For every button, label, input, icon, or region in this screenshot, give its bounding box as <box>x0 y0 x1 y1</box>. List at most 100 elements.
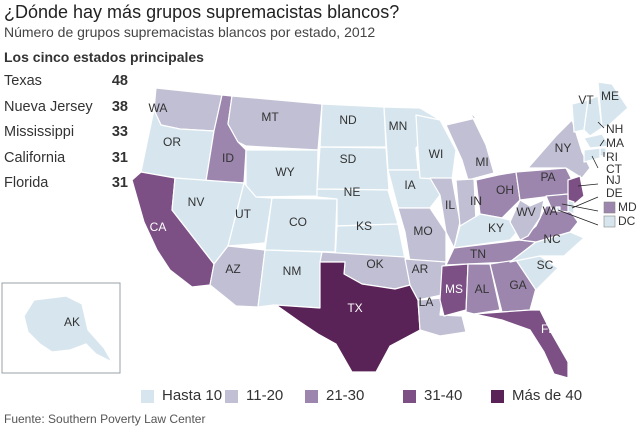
top-state-row: Florida 31 <box>4 175 128 201</box>
state-nh <box>583 95 603 137</box>
state-label-ct: CT <box>606 162 623 176</box>
state-label-mi: MI <box>475 155 488 169</box>
state-label-az: AZ <box>225 262 240 276</box>
state-ms <box>439 263 469 317</box>
top-states-list: Texas 48 Nueva Jersey 38 Mississippi 33 … <box>4 73 128 201</box>
top-state-name: Texas <box>4 73 42 89</box>
state-md <box>545 193 569 213</box>
state-label-fl: FL <box>541 322 555 336</box>
top-state-count: 31 <box>111 175 128 191</box>
top-state-name: Florida <box>4 175 49 191</box>
legend-swatch <box>490 389 505 404</box>
state-me <box>597 81 629 129</box>
state-label-wa: WA <box>149 101 168 115</box>
state-label-nm: NM <box>283 264 302 278</box>
state-label-sc: SC <box>537 258 554 272</box>
leader-ma <box>599 139 605 147</box>
state-label-pa: PA <box>540 170 555 184</box>
state-label-al: AL <box>475 282 490 296</box>
leader-de <box>571 196 599 209</box>
state-label-il: IL <box>445 198 455 212</box>
callout-leaders <box>557 121 605 226</box>
state-label-wy: WY <box>275 165 294 179</box>
state-tx <box>275 261 421 373</box>
source-note: Fuente: Southern Poverty Law Center <box>4 412 206 426</box>
state-label-ia: IA <box>404 178 415 192</box>
state-label-wi: WI <box>429 147 444 161</box>
state-label-ks: KS <box>356 219 372 233</box>
top-state-count: 31 <box>111 149 128 166</box>
state-label-mn: MN <box>389 119 408 133</box>
state-label-ak: AK <box>64 315 80 329</box>
top-state-name: Mississippi <box>4 124 75 140</box>
state-label-nj: NJ <box>606 173 621 187</box>
state-ar <box>404 258 447 301</box>
state-label-nc: NC <box>543 232 561 246</box>
alaska-inset <box>1 282 121 374</box>
state-label-ca: CA <box>150 220 167 234</box>
legend-swatch <box>140 389 155 404</box>
state-label-tx: TX <box>347 301 362 315</box>
state-label-ok: OK <box>366 257 383 271</box>
legend: Hasta 10 11-20 21-30 31-40 Más de 40 <box>140 386 640 406</box>
state-label-ky: KY <box>488 221 504 235</box>
state-ma <box>583 133 611 149</box>
state-mi <box>445 111 495 181</box>
state-label-dc: DC <box>618 214 636 228</box>
state-nm <box>257 249 323 309</box>
legend-label: 31-40 <box>424 387 463 404</box>
state-label-mo: MO <box>413 224 432 238</box>
legend-label: Más de 40 <box>512 387 583 404</box>
state-label-ne: NE <box>344 185 361 199</box>
state-label-ms: MS <box>445 282 463 296</box>
leader-ct <box>591 155 599 169</box>
state-label-nd: ND <box>339 113 357 127</box>
state-label-in: IN <box>470 194 482 208</box>
state-label-ut: UT <box>235 207 252 221</box>
state-label-va: VA <box>542 204 557 218</box>
state-wv <box>509 199 545 241</box>
top-state-row: Nueva Jersey 38 <box>4 99 128 125</box>
top-state-name: Nueva Jersey <box>4 98 93 115</box>
leader-nj <box>577 183 599 187</box>
state-label-oh: OH <box>496 183 514 197</box>
legend-label: 21-30 <box>326 387 365 404</box>
legend-swatch <box>402 389 417 404</box>
state-label-de: DE <box>606 186 623 200</box>
top-state-name: California <box>4 149 66 166</box>
state-label-me: ME <box>601 89 619 103</box>
callout-swatch-md <box>603 201 616 214</box>
legend-swatch <box>304 389 319 404</box>
state-shapes <box>131 81 629 379</box>
top-state-row: Mississippi 33 <box>4 124 128 150</box>
state-ct <box>583 147 601 163</box>
map-subtitle: Número de grupos supremacistas blancos p… <box>4 24 376 40</box>
state-label-ga: GA <box>509 278 526 292</box>
state-label-ny: NY <box>555 141 572 155</box>
state-labels: WA OR CA ID NV MT WY UT CO AZ NM ND SD NE KS OK TX MN IA MO… <box>64 89 637 336</box>
state-fl <box>473 309 569 379</box>
map-title: ¿Dónde hay más grupos supremacistas blan… <box>4 2 400 22</box>
state-label-or: OR <box>163 135 181 149</box>
state-label-la: LA <box>419 295 434 309</box>
state-label-mt: MT <box>261 110 279 124</box>
state-wy <box>245 149 319 198</box>
state-al <box>465 263 501 315</box>
state-label-tn: TN <box>470 247 486 261</box>
top-state-row: Texas 48 <box>4 73 128 99</box>
state-label-nh: NH <box>606 122 623 136</box>
top-state-count: 48 <box>111 73 128 89</box>
legend-swatch <box>224 389 239 404</box>
top-state-count: 33 <box>111 124 128 140</box>
leader-nh <box>597 121 605 129</box>
state-sd <box>316 146 390 191</box>
state-label-co: CO <box>289 215 307 229</box>
legend-label: 11-20 <box>246 387 284 404</box>
state-label-nv: NV <box>188 195 205 209</box>
top-state-count: 38 <box>111 98 128 115</box>
state-label-id: ID <box>222 151 234 165</box>
state-label-ma: MA <box>606 136 624 150</box>
state-label-ri: RI <box>606 150 618 164</box>
leader-dc <box>557 209 599 226</box>
